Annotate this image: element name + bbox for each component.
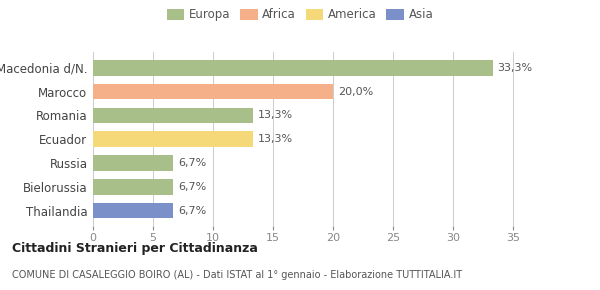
Text: 6,7%: 6,7% <box>178 182 206 192</box>
Legend: Europa, Africa, America, Asia: Europa, Africa, America, Asia <box>164 6 436 23</box>
Bar <box>93 108 253 123</box>
Text: 33,3%: 33,3% <box>497 63 533 73</box>
Text: COMUNE DI CASALEGGIO BOIRO (AL) - Dati ISTAT al 1° gennaio - Elaborazione TUTTIT: COMUNE DI CASALEGGIO BOIRO (AL) - Dati I… <box>12 270 462 280</box>
Bar <box>93 155 173 171</box>
Text: 13,3%: 13,3% <box>257 110 293 120</box>
Bar <box>93 84 333 99</box>
Text: 13,3%: 13,3% <box>257 134 293 144</box>
Bar <box>93 131 253 147</box>
Bar <box>93 60 493 76</box>
Text: 6,7%: 6,7% <box>178 206 206 215</box>
Text: 20,0%: 20,0% <box>338 87 373 97</box>
Text: 6,7%: 6,7% <box>178 158 206 168</box>
Bar <box>93 203 173 218</box>
Bar <box>93 179 173 195</box>
Text: Cittadini Stranieri per Cittadinanza: Cittadini Stranieri per Cittadinanza <box>12 242 258 255</box>
